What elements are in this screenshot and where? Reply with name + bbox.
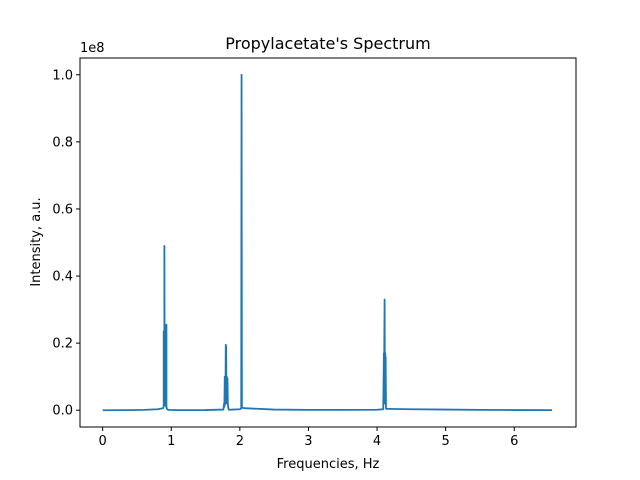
y-tick-label: 1.0 [52, 68, 73, 83]
x-tick-label: 6 [510, 434, 518, 449]
y-tick-label: 0.8 [52, 135, 73, 150]
y-axis: 0.0 0.2 0.4 0.6 0.8 1.0 [52, 68, 80, 419]
y-tick-label: 0.2 [52, 337, 73, 352]
plot-area [102, 73, 552, 412]
y-axis-label: Intensity, a.u. [29, 197, 44, 286]
series-line-0 [102, 73, 552, 412]
x-axis-label: Frequencies, Hz [277, 457, 380, 472]
y-tick-label: 0.6 [52, 202, 73, 217]
x-tick-label: 2 [236, 434, 244, 449]
chart-title: Propylacetate's Spectrum [225, 34, 430, 53]
x-tick-label: 0 [98, 434, 106, 449]
x-tick-label: 3 [304, 434, 312, 449]
x-axis: 0 1 2 3 4 5 6 [98, 427, 518, 449]
x-tick-label: 5 [442, 434, 450, 449]
x-tick-label: 1 [167, 434, 175, 449]
y-tick-label: 0.0 [52, 404, 73, 419]
x-tick-label: 4 [373, 434, 381, 449]
y-offset-label: 1e8 [80, 41, 105, 56]
axes-frame [79, 57, 577, 428]
y-tick-label: 0.4 [52, 270, 73, 285]
